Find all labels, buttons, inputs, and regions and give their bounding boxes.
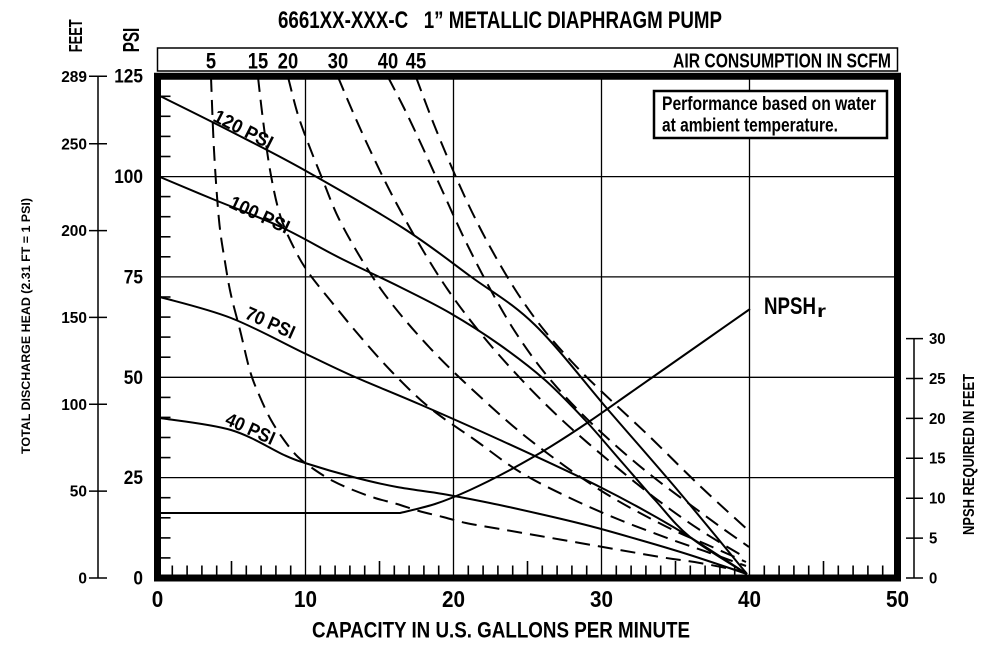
svg-text:0: 0 bbox=[78, 571, 87, 588]
svg-text:75: 75 bbox=[124, 268, 144, 289]
svg-text:30: 30 bbox=[328, 49, 348, 74]
svg-text:PSI: PSI bbox=[118, 28, 144, 53]
svg-text:289: 289 bbox=[61, 69, 87, 86]
svg-text:r: r bbox=[817, 301, 826, 321]
svg-text:at ambient temperature.: at ambient temperature. bbox=[662, 115, 838, 137]
svg-text:50: 50 bbox=[886, 586, 909, 612]
svg-text:50: 50 bbox=[124, 368, 143, 389]
svg-text:30: 30 bbox=[590, 586, 613, 612]
svg-text:40: 40 bbox=[378, 49, 398, 74]
svg-text:5: 5 bbox=[929, 531, 938, 548]
svg-text:20: 20 bbox=[278, 49, 298, 74]
svg-text:10: 10 bbox=[294, 586, 317, 612]
svg-text:Performance based on water: Performance based on water bbox=[662, 93, 876, 115]
svg-text:150: 150 bbox=[61, 310, 87, 327]
svg-text:200: 200 bbox=[61, 223, 87, 240]
svg-text:0: 0 bbox=[929, 570, 937, 587]
svg-text:NPSH REQUIRED IN FEET: NPSH REQUIRED IN FEET bbox=[961, 374, 978, 535]
svg-text:40: 40 bbox=[738, 586, 761, 612]
svg-text:0: 0 bbox=[152, 586, 164, 612]
svg-text:NPSH: NPSH bbox=[764, 293, 816, 320]
svg-text:20: 20 bbox=[442, 586, 465, 612]
svg-text:25: 25 bbox=[929, 371, 946, 388]
svg-text:25: 25 bbox=[124, 468, 144, 489]
svg-text:TOTAL DISCHARGE HEAD (2.31 FT: TOTAL DISCHARGE HEAD (2.31 FT = 1 PSI) bbox=[19, 198, 33, 454]
svg-text:50: 50 bbox=[70, 484, 87, 501]
svg-text:0: 0 bbox=[133, 569, 143, 590]
svg-text:FEET: FEET bbox=[65, 19, 86, 52]
svg-text:5: 5 bbox=[206, 49, 216, 74]
svg-text:15: 15 bbox=[929, 451, 946, 468]
svg-text:45: 45 bbox=[406, 49, 426, 74]
svg-text:125: 125 bbox=[114, 67, 143, 88]
svg-text:10: 10 bbox=[929, 491, 946, 508]
svg-text:AIR CONSUMPTION IN SCFM: AIR CONSUMPTION IN SCFM bbox=[673, 50, 891, 73]
svg-text:20: 20 bbox=[929, 411, 946, 428]
svg-text:CAPACITY IN U.S. GALLONS PER M: CAPACITY IN U.S. GALLONS PER MINUTE bbox=[312, 618, 690, 643]
svg-text:250: 250 bbox=[61, 136, 87, 153]
svg-text:15: 15 bbox=[248, 49, 268, 74]
svg-text:100: 100 bbox=[114, 167, 143, 188]
svg-text:30: 30 bbox=[929, 331, 946, 348]
svg-text:6661XX-XXX-C 1” METALLIC DIA: 6661XX-XXX-C 1” METALLIC DIAPHRAGM PUMP bbox=[278, 7, 722, 34]
svg-text:100: 100 bbox=[61, 397, 87, 414]
